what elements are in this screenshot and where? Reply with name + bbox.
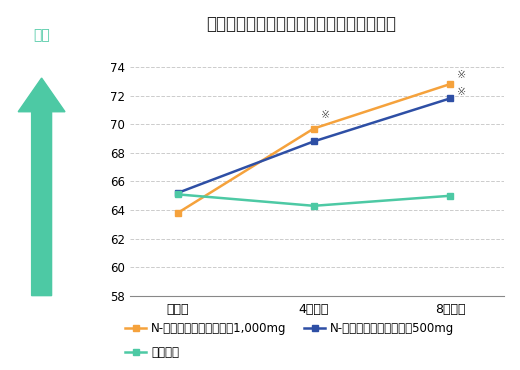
N-アセチルグルコサミン1,000mg xyxy=(310,126,317,131)
N-アセチルグルコサミン500mg xyxy=(310,139,317,144)
Legend: N-アセチルグルコサミン1,000mg, N-アセチルグルコサミン500mg: N-アセチルグルコサミン1,000mg, N-アセチルグルコサミン500mg xyxy=(120,317,459,340)
Text: 臨床評点（治療成績判定基準値）の総得点: 臨床評点（治療成績判定基準値）の総得点 xyxy=(206,15,397,33)
Line: N-アセチルグルコサミン1,000mg: N-アセチルグルコサミン1,000mg xyxy=(174,81,453,216)
プラセボ xyxy=(175,192,181,196)
Line: N-アセチルグルコサミン500mg: N-アセチルグルコサミン500mg xyxy=(174,95,453,196)
Text: ※: ※ xyxy=(457,87,466,97)
Text: ※: ※ xyxy=(321,110,330,120)
Legend: プラセボ: プラセボ xyxy=(120,342,184,364)
Text: ※: ※ xyxy=(457,70,466,80)
Text: 改善: 改善 xyxy=(33,28,50,42)
N-アセチルグルコサミン500mg xyxy=(447,96,453,101)
N-アセチルグルコサミン1,000mg xyxy=(175,211,181,215)
プラセボ xyxy=(310,204,317,208)
プラセボ xyxy=(447,194,453,198)
Line: プラセボ: プラセボ xyxy=(174,191,453,209)
FancyArrow shape xyxy=(18,78,65,296)
N-アセチルグルコサミン1,000mg xyxy=(447,82,453,86)
N-アセチルグルコサミン500mg xyxy=(175,191,181,195)
